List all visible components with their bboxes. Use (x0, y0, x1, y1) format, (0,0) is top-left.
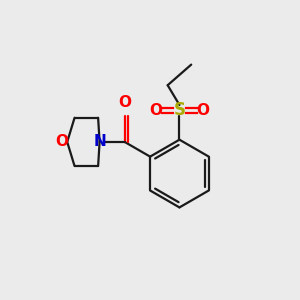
Text: O: O (149, 103, 162, 118)
Text: O: O (118, 95, 131, 110)
Text: O: O (196, 103, 209, 118)
Text: S: S (173, 101, 185, 119)
Text: O: O (56, 134, 68, 149)
Text: N: N (93, 134, 106, 149)
